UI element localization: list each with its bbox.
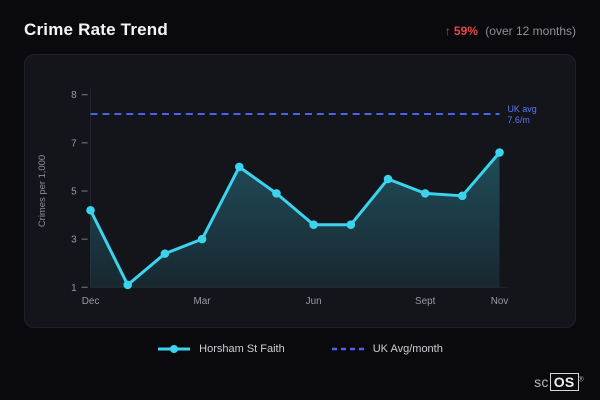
trend-up-arrow: ↑ (444, 24, 451, 38)
page-header: Crime Rate Trend ↑ 59% (over 12 months) (0, 0, 600, 54)
svg-text:UK avg: UK avg (507, 104, 536, 114)
svg-text:7.6/m: 7.6/m (507, 115, 529, 125)
dashed-line-swatch-icon (331, 347, 364, 351)
svg-text:Sept: Sept (415, 296, 436, 307)
legend-item-horsham: Horsham St Faith (157, 343, 285, 355)
solid-line-swatch-icon (158, 345, 191, 353)
svg-text:Jun: Jun (306, 296, 322, 307)
trend-chart: 1 3 5 7 8 Dec Mar Jun Sept Nov Crimes per 1,000 UK … (36, 88, 537, 307)
logo-prefix: sc (534, 374, 549, 390)
chart-card: 1 3 5 7 8 Dec Mar Jun Sept Nov Crimes per 1,000 UK … (24, 54, 576, 328)
chart-legend: Horsham St Faith UK Avg/month (0, 343, 600, 355)
svg-text:1: 1 (71, 283, 77, 294)
svg-text:5: 5 (71, 186, 77, 197)
svg-text:7: 7 (71, 138, 77, 149)
page-title: Crime Rate Trend (24, 20, 168, 39)
logo-box-text: OS (549, 373, 579, 391)
svg-text:Nov: Nov (491, 296, 509, 307)
trend-caption: (over 12 months) (485, 24, 576, 38)
trend-percentage: 59% (453, 24, 478, 38)
svg-text:3: 3 (71, 235, 77, 246)
logo-registered-mark: ® (578, 376, 584, 384)
svg-text:Mar: Mar (194, 296, 212, 307)
svg-text:Dec: Dec (82, 296, 100, 307)
legend-item-ukavg: UK Avg/month (331, 343, 443, 355)
trend-indicator: ↑ 59% (over 12 months) (445, 24, 576, 38)
legend-label-horsham: Horsham St Faith (199, 343, 285, 355)
scos-logo: sc OS ® (534, 373, 584, 391)
svg-text:8: 8 (71, 90, 77, 101)
legend-label-ukavg: UK Avg/month (372, 343, 443, 355)
svg-text:Crimes per 1,000: Crimes per 1,000 (36, 155, 47, 227)
